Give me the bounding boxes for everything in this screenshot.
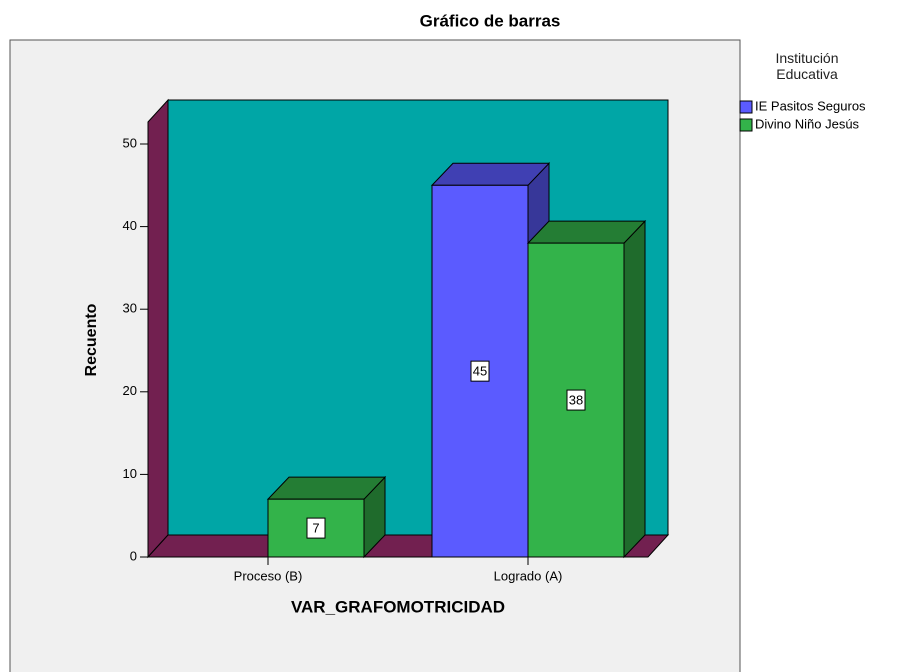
legend-label: Divino Niño Jesús	[755, 116, 860, 131]
legend-swatch	[739, 118, 753, 132]
value-label-box	[470, 360, 490, 382]
bar-top	[266, 476, 387, 500]
bar-side	[623, 219, 646, 559]
bar-top	[430, 162, 551, 186]
legend-label: IE Pasitos Seguros	[755, 98, 866, 113]
y-tick-label: 10	[123, 466, 137, 481]
y-tick-label: 0	[130, 548, 137, 563]
legend-swatch	[739, 100, 753, 114]
bar-front	[527, 242, 625, 558]
x-tick-label: Logrado (A)	[494, 568, 563, 583]
bar	[526, 219, 647, 559]
chart-title: Gráfico de barras	[420, 11, 561, 30]
x-axis-title: VAR_GRAFOMOTRICIDAD	[291, 597, 505, 616]
bar-top	[526, 220, 647, 244]
y-tick-label: 50	[123, 135, 137, 150]
left-wall	[147, 98, 169, 559]
value-label: 38	[569, 392, 583, 407]
value-label: 45	[473, 364, 487, 379]
x-tick-label: Proceso (B)	[234, 568, 303, 583]
y-tick-label: 30	[123, 301, 137, 316]
value-label-box	[306, 517, 326, 539]
bar	[266, 475, 387, 559]
value-label: 7	[312, 521, 319, 536]
y-axis-title: Recuento	[83, 303, 100, 376]
y-tick-label: 20	[123, 383, 137, 398]
value-label-box	[566, 389, 586, 411]
legend-title: Institución Educativa	[775, 50, 839, 82]
y-tick-label: 40	[123, 218, 137, 233]
